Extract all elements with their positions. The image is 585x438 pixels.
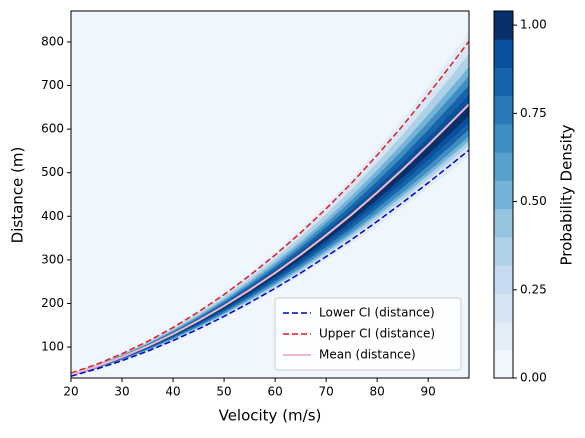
legend-box	[274, 297, 462, 371]
series-line	[71, 103, 469, 376]
y-axis-label: Distance (m)	[9, 147, 27, 244]
colorbar-segment	[494, 67, 513, 97]
plot-frame	[70, 10, 470, 379]
density-band	[71, 44, 469, 377]
density-field	[71, 31, 469, 377]
colorbar-segment	[494, 95, 513, 125]
x-tick-label: 30	[114, 385, 129, 399]
colorbar-segment	[494, 123, 513, 153]
colorbar-segment	[494, 265, 513, 294]
x-tick-label: 20	[63, 385, 78, 399]
legend-label: Upper CI (distance)	[319, 327, 435, 341]
legend-label: Lower CI (distance)	[319, 306, 435, 320]
x-tick-label: 40	[165, 385, 180, 399]
y-tick-label: 300	[41, 252, 64, 266]
colorbar-segment	[494, 321, 513, 351]
x-tick-label: 50	[216, 385, 231, 399]
colorbar-segment	[494, 39, 513, 68]
legend-label: Mean (distance)	[319, 348, 416, 362]
x-tick-label: 80	[370, 385, 385, 399]
colorbar-segment	[494, 152, 513, 181]
y-tick-label: 100	[41, 340, 64, 354]
y-tick-label: 500	[41, 165, 64, 179]
series-line	[71, 149, 469, 377]
x-tick-label: 60	[267, 385, 282, 399]
colorbar-tick-label: 0.50	[520, 194, 547, 208]
y-tick-label: 600	[41, 122, 64, 136]
colorbar-segment	[494, 293, 513, 323]
colorbar-label: Probability Density	[558, 124, 576, 265]
x-axis-label: Velocity (m/s)	[219, 407, 322, 425]
colorbar-tick-label: 0.00	[520, 371, 547, 385]
colorbar-segment	[494, 180, 513, 210]
colorbar-segment	[494, 236, 513, 266]
x-tick-label: 90	[421, 385, 436, 399]
y-tick-label: 800	[41, 34, 64, 48]
colorbar-segment	[494, 349, 513, 379]
colorbar-tick-label: 0.25	[520, 282, 547, 296]
colorbar-tick-label: 0.75	[520, 106, 547, 120]
colorbar-segment	[494, 208, 513, 238]
y-tick-label: 400	[41, 209, 64, 223]
x-tick-label: 70	[318, 385, 333, 399]
colorbar-segment	[494, 11, 513, 40]
colorbar-frame	[493, 10, 514, 379]
y-tick-label: 200	[41, 296, 64, 310]
y-tick-label: 700	[41, 78, 64, 92]
colorbar-tick-label: 1.00	[520, 18, 547, 32]
series-line	[71, 40, 469, 374]
